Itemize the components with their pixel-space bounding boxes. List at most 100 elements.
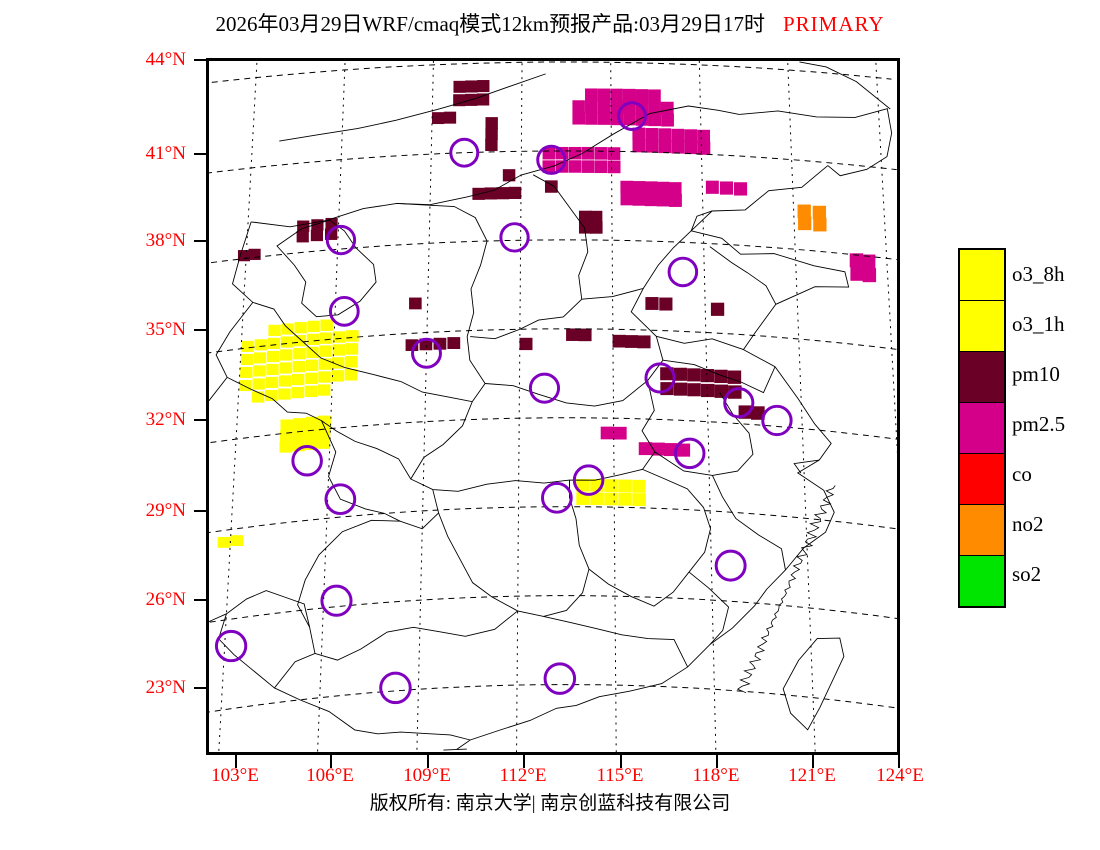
pollutant-cell-pm2_5 (658, 140, 672, 154)
station-marker (214, 629, 248, 663)
pollutant-cell-pm10 (578, 328, 592, 342)
border-hebei_s (581, 230, 692, 300)
pollutant-cell-pm10 (660, 367, 674, 381)
pollutant-cell-pm10 (431, 112, 445, 125)
pollutant-cell-o3_8h (604, 479, 618, 492)
graticule-meridian-106 (317, 61, 346, 752)
pollutant-cell-o3_8h (632, 479, 646, 493)
pollutant-cell-o3_8h (345, 356, 358, 368)
border-shandong (630, 288, 744, 351)
border-coast_bohai (456, 165, 850, 750)
pollutant-cell-pm2_5 (668, 182, 682, 196)
pollutant-cell-pm2_5 (648, 89, 661, 103)
pollutant-cell-pm2_5 (581, 146, 595, 160)
pollutant-cell-o3_8h (306, 333, 320, 346)
ytick-label-23n: 23°N (145, 677, 186, 698)
pollutant-cell-pm10 (508, 186, 522, 200)
border-guangdong_n (543, 616, 689, 668)
xtick-mark (235, 755, 237, 768)
forecast-map-canvas[interactable] (206, 58, 900, 755)
graticule-meridian-112 (516, 61, 523, 752)
pollutant-cell-o3_8h (305, 359, 319, 372)
pollutant-cell-pm10 (612, 334, 626, 348)
pollutant-cell-pm10 (502, 169, 516, 182)
pollutant-cell-pm2_5 (632, 192, 646, 206)
pollutant-cell-pm10 (477, 80, 490, 93)
border-sichuan_w (209, 377, 311, 628)
pollutant-cell-pm2_5 (613, 426, 627, 440)
pollutant-cell-o3_8h (345, 343, 359, 355)
pollutant-cell-o3_8h (319, 332, 333, 344)
graticule-meridian-115 (610, 61, 617, 752)
legend-label-o3_8h: o3_8h (1012, 262, 1065, 286)
lonlat-graticule-layer (209, 61, 897, 752)
pollutant-cell-pm10 (485, 138, 498, 152)
pollutant-cell-pm2_5 (734, 182, 748, 196)
pollutant-cell-o3_8h (266, 363, 279, 376)
station-marker (291, 444, 323, 477)
ytick-label-35n: 35°N (145, 319, 186, 340)
graticule-parallel-26 (209, 595, 897, 623)
border-guizhou (297, 512, 439, 654)
border-bohai_bay (690, 210, 713, 232)
pollutant-cell-o3_8h (618, 492, 632, 506)
ytick-mark (194, 240, 207, 242)
ytick-label-38n: 38°N (145, 230, 186, 251)
pollutant-cell-o3_8h (241, 340, 254, 352)
pollutant-cell-pm2_5 (610, 88, 623, 102)
pollutant-cell-pm2_5 (648, 101, 661, 115)
pollutant-cell-pm10 (645, 297, 659, 310)
pollutant-cell-pm10 (519, 337, 533, 351)
pollutant-cell-pm2_5 (607, 160, 621, 174)
border-jilin_n (799, 61, 891, 110)
pollutant-cell-o3_8h (305, 372, 318, 384)
pollutant-cell-o3_8h (268, 324, 281, 337)
title-text: 2026年03月29日WRF/cmaq模式12km预报产品:03月29日17时 (215, 12, 765, 36)
graticule-meridian-103 (218, 61, 258, 752)
station-marker (536, 144, 567, 175)
legend-label-o3_1h: o3_1h (1012, 312, 1065, 336)
ytick-label-41n: 41°N (145, 143, 186, 164)
graticule-parallel-23 (209, 684, 897, 713)
station-marker (673, 437, 706, 470)
pollutant-cell-o3_8h (307, 320, 320, 333)
pollutant-cell-pm10 (624, 335, 639, 348)
pollutant-cell-pm10 (589, 221, 603, 234)
border-taiwan (782, 637, 845, 731)
legend-swatch-co (960, 453, 1004, 504)
legend-swatch-no2 (960, 504, 1004, 555)
border-hubei (410, 401, 656, 492)
station-marker (617, 101, 647, 131)
station-marker (644, 362, 676, 394)
ytick-label-32n: 32°N (145, 409, 186, 430)
border-jiangsu_w (662, 359, 776, 394)
copyright-footer: 版权所有: 南京大学| 南京创蓝科技有限公司 (369, 793, 731, 814)
pollutant-cell-pm10 (710, 302, 725, 316)
xtick-mark (427, 755, 429, 768)
pollutant-cell-o3_8h (320, 319, 333, 331)
primary-pollutant-flag: PRIMARY (782, 12, 885, 36)
pollutant-cell-o3_8h (305, 416, 319, 429)
pollutant-cell-pm10 (496, 187, 510, 200)
station-marker (572, 464, 605, 496)
border-neimeng_n (279, 73, 546, 142)
station-marker (543, 662, 577, 695)
xtick-mark (898, 755, 900, 768)
legend-label-no2: no2 (1012, 512, 1044, 536)
ytick-mark (194, 153, 207, 155)
station-marker (541, 481, 573, 514)
legend-swatch-pm2_5 (960, 402, 1004, 453)
border-liaoning (739, 108, 893, 177)
pollutant-cell-o3_8h (280, 349, 293, 361)
pollutant-cell-pm2_5 (661, 113, 674, 127)
pollutant-cell-pm10 (465, 80, 478, 93)
pollutant-cell-pm2_5 (861, 254, 876, 269)
map-svg (209, 61, 897, 752)
graticule-parallel-32 (209, 417, 897, 444)
pollutant-cell-pm10 (637, 335, 651, 349)
pollutant-cell-pm2_5 (585, 112, 598, 125)
pollutant-cell-pm10 (659, 297, 673, 311)
pollutant-cell-o3_8h (346, 330, 359, 342)
legend-label-pm2_5: pm2.5 (1012, 412, 1066, 436)
pollutant-cell-pm2_5 (585, 88, 598, 102)
